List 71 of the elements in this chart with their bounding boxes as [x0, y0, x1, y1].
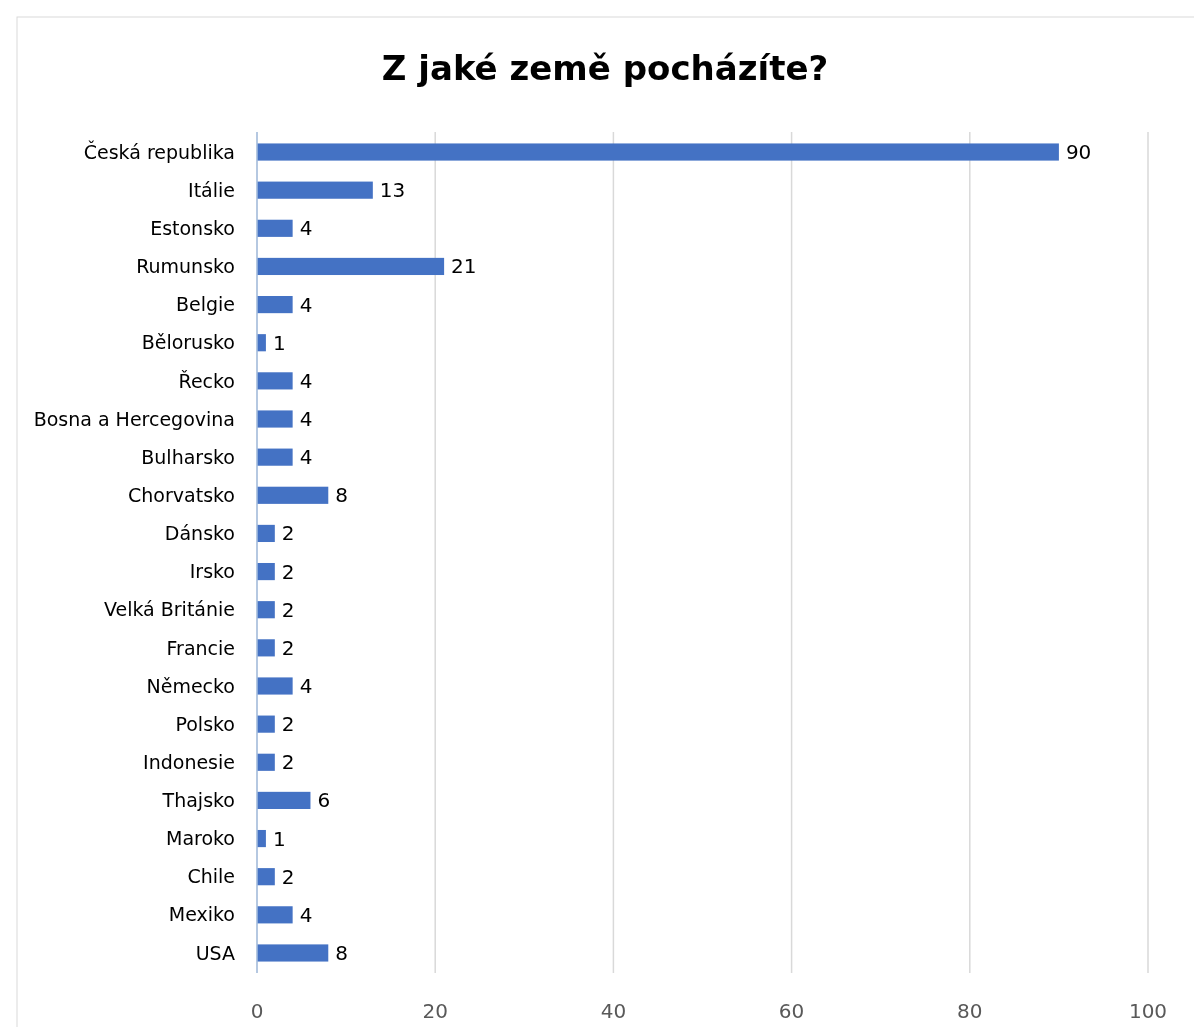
y-tick-label: Maroko — [165, 827, 235, 850]
data-label: 2 — [281, 864, 295, 889]
bar — [257, 143, 1059, 161]
data-label: 21 — [451, 254, 477, 279]
bar — [257, 753, 275, 771]
y-tick-label: Bosna a Hercegovina — [33, 407, 235, 430]
y-tick-label: Rumunsko — [136, 255, 235, 278]
x-tick-label: 80 — [957, 999, 983, 1023]
data-label: 1 — [272, 826, 286, 851]
bar — [257, 639, 275, 657]
y-tick-label: Chorvatsko — [128, 483, 235, 506]
data-label: 13 — [379, 178, 406, 203]
data-label: 2 — [281, 521, 295, 546]
bar — [257, 372, 293, 390]
y-tick-label: Thajsko — [161, 789, 235, 812]
x-tick-label: 0 — [250, 999, 264, 1023]
x-tick-label: 40 — [600, 999, 627, 1023]
y-tick-label: Velká Británie — [103, 598, 235, 621]
bar — [257, 410, 293, 428]
bar — [257, 448, 293, 466]
data-label: 90 — [1065, 140, 1092, 165]
bar — [257, 715, 275, 733]
data-label: 4 — [299, 445, 313, 470]
y-tick-label: Indonesie — [143, 750, 235, 773]
y-tick-label: Dánsko — [164, 522, 235, 545]
y-tick-label: Itálie — [188, 178, 235, 201]
bar — [257, 524, 275, 543]
x-tick-label: 60 — [778, 999, 805, 1023]
y-tick-label: Belgie — [175, 293, 235, 316]
y-tick-label: Česká republika — [83, 139, 235, 163]
y-tick-label: Bulharsko — [141, 445, 235, 468]
bar — [257, 791, 311, 809]
data-label: 8 — [335, 940, 349, 965]
y-tick-label: Řecko — [178, 369, 235, 392]
y-tick-label: Irsko — [189, 560, 235, 583]
bar — [257, 906, 293, 924]
data-label: 4 — [299, 216, 313, 241]
bar — [257, 296, 293, 314]
bar — [257, 257, 445, 276]
data-label: 2 — [281, 559, 295, 584]
bar — [257, 181, 373, 199]
x-tick-label: 20 — [422, 999, 448, 1023]
y-tick-label: Mexiko — [168, 903, 235, 926]
bar — [257, 219, 293, 237]
bar — [257, 601, 275, 619]
data-label: 2 — [281, 597, 295, 622]
y-tick-label: Chile — [187, 865, 235, 888]
bar — [257, 868, 275, 886]
data-label: 4 — [299, 673, 313, 698]
data-label: 1 — [272, 330, 286, 355]
bar — [257, 944, 329, 962]
data-label: 6 — [317, 788, 331, 813]
y-tick-label: Estonsko — [150, 216, 235, 239]
y-tick-label: USA — [195, 941, 235, 964]
bar — [257, 562, 275, 581]
data-label: 4 — [299, 902, 313, 927]
data-label: 2 — [281, 712, 295, 737]
y-tick-label: Polsko — [175, 712, 235, 735]
bar — [257, 486, 329, 504]
x-tick-label: 100 — [1128, 999, 1168, 1023]
data-label: 2 — [281, 750, 295, 775]
data-label: 8 — [335, 483, 349, 508]
chart-title: Z jaké země pocházíte? — [381, 48, 829, 88]
bar — [257, 677, 293, 695]
y-tick-label: Bělorusko — [141, 331, 235, 354]
y-tick-label: Německo — [146, 674, 235, 697]
y-tick-label: Francie — [166, 636, 235, 659]
data-label: 2 — [281, 635, 295, 660]
data-label: 4 — [299, 368, 313, 393]
data-label: 4 — [299, 292, 313, 317]
data-label: 4 — [299, 407, 313, 432]
